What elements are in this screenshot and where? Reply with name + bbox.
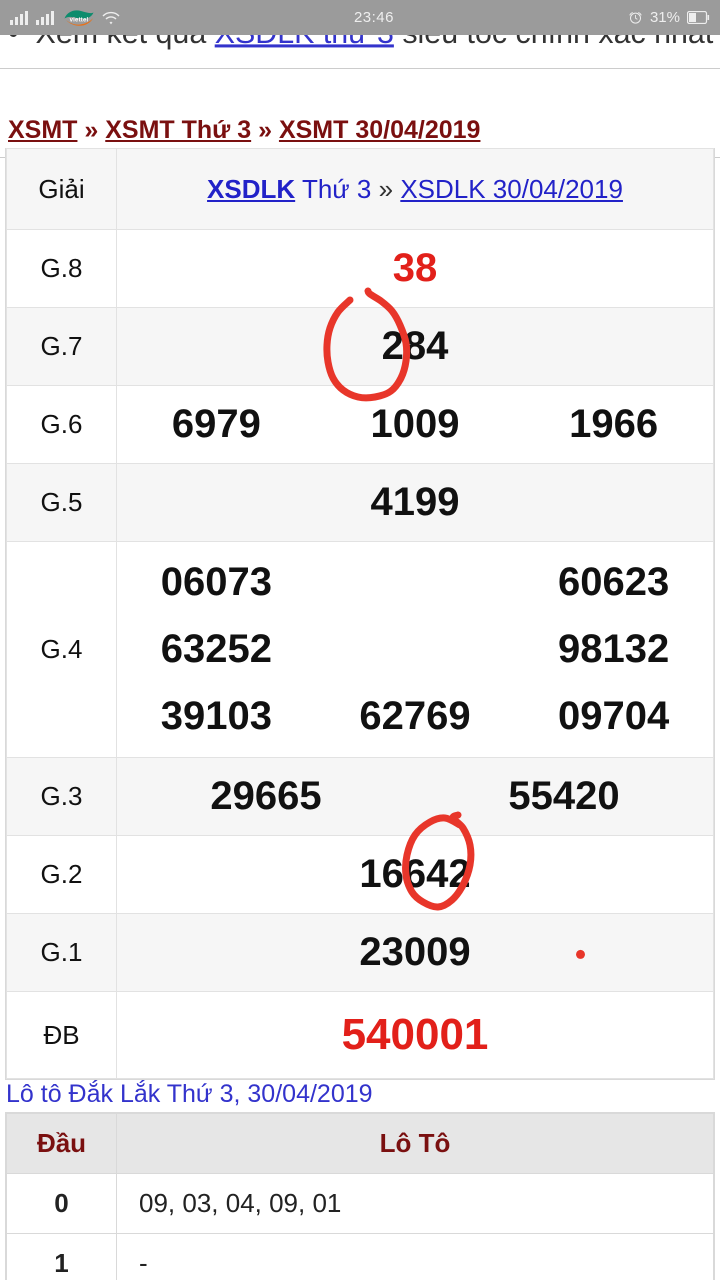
svg-text:viettel: viettel: [70, 17, 89, 23]
